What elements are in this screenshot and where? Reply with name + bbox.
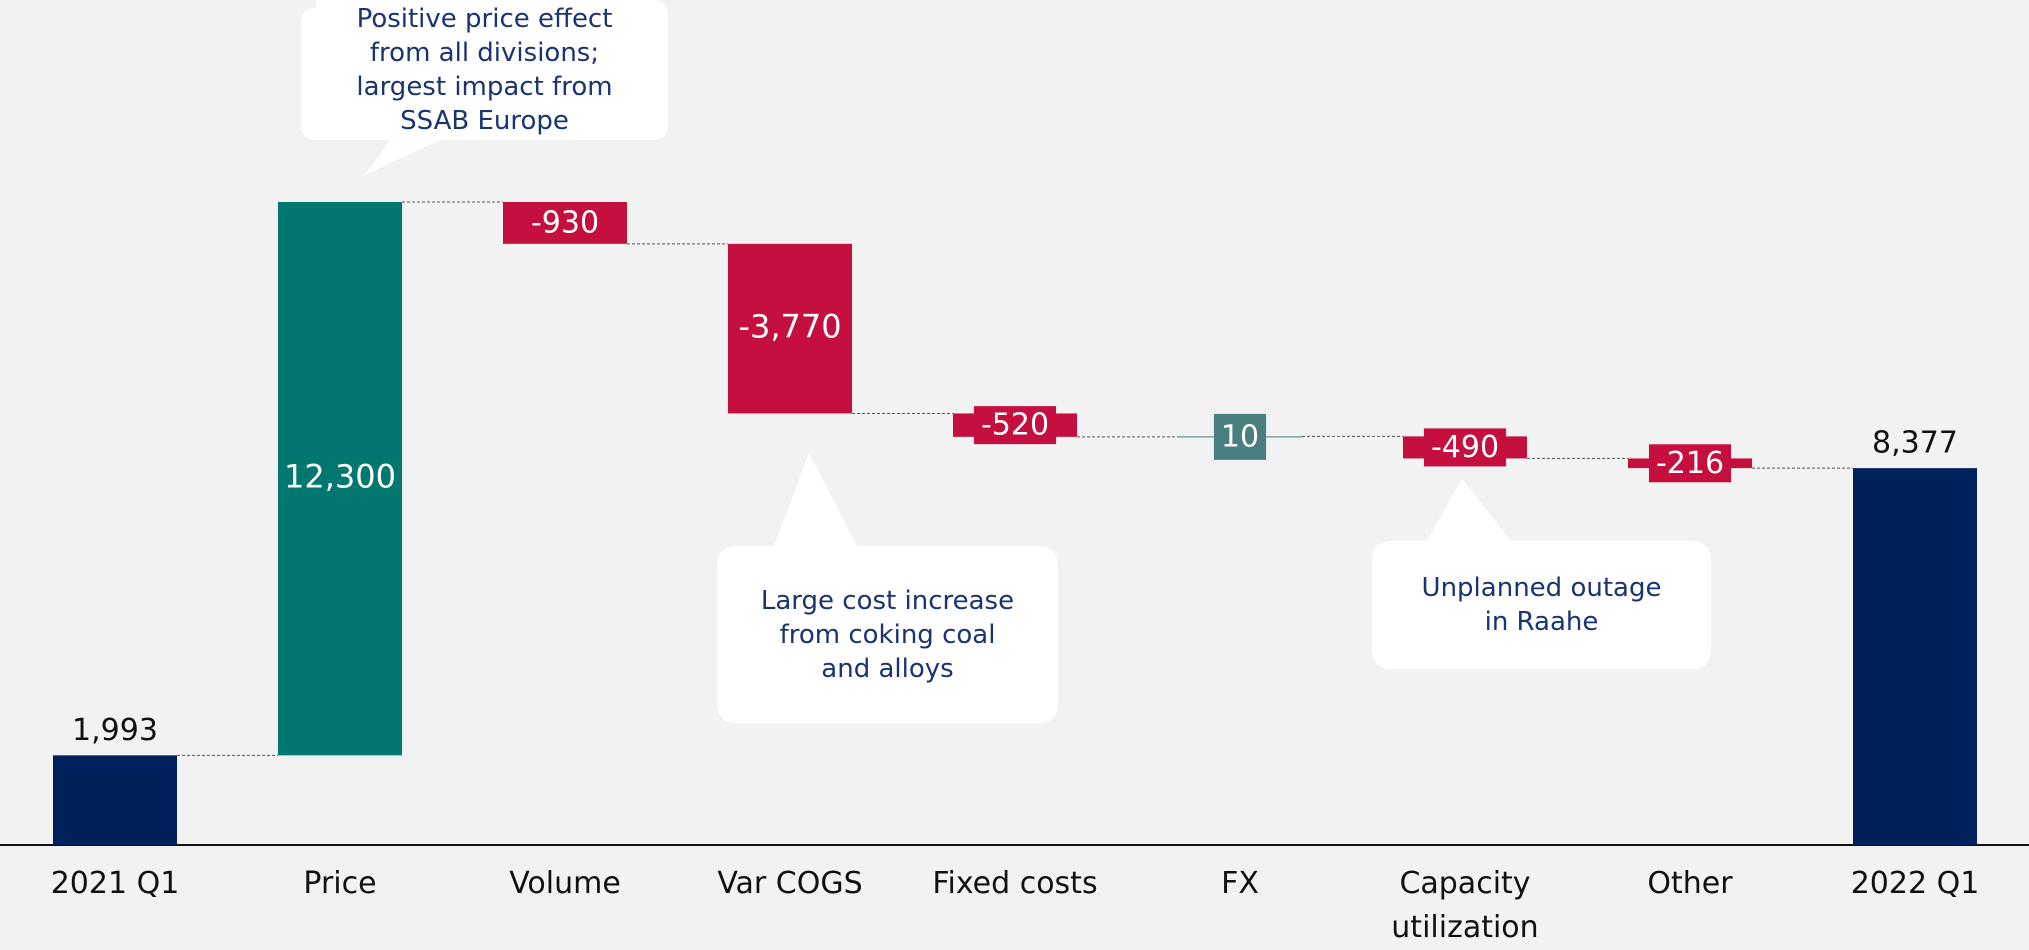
bar (53, 755, 177, 845)
annotation: Large cost increase from coking coal and a… (717, 546, 1058, 723)
annotation-line: SSAB Europe (400, 106, 569, 136)
annotation-line: from all divisions; (369, 38, 600, 68)
value-label: 12,300 (284, 458, 396, 496)
annotation-line: Positive price effect (356, 4, 613, 34)
annotation-line: Large cost increase (760, 585, 1015, 616)
x-tick-label: Fixed costs (932, 866, 1098, 901)
bar (1853, 468, 1977, 845)
annotation-line: largest impact from (356, 72, 613, 102)
label-box (1213, 413, 1267, 460)
x-tick-label: Capacity utilization (1391, 866, 1539, 945)
value-label: -520 (981, 408, 1049, 443)
label-box (1648, 444, 1732, 483)
label-box (523, 203, 607, 242)
x-tick-label: Other (1647, 866, 1733, 901)
value-label: 8,377 (1872, 426, 1958, 461)
annotation: Unplanned outage in Raahe (1372, 541, 1711, 669)
annotation-line: in Raahe (1484, 607, 1599, 637)
x-tick-label: 2022 Q1 (1850, 866, 1980, 901)
callout-shape (717, 453, 1058, 723)
value-label: -930 (531, 205, 599, 240)
annotation-line: Unplanned outage (1421, 573, 1662, 603)
x-tick-label: Var COGS (717, 866, 863, 901)
label-box (1423, 428, 1507, 467)
bar (728, 243, 852, 414)
x-tick-label: FX (1221, 866, 1259, 901)
label-box (973, 406, 1057, 445)
value-label: 10 (1221, 419, 1259, 454)
annotation: Positive price effect from all divisions;… (301, 0, 668, 140)
value-label: -490 (1431, 430, 1499, 465)
annotation-line: from coking coal (779, 619, 996, 650)
annotation-line: and alloys (821, 653, 954, 684)
x-tick-label: 2021 Q1 (50, 866, 180, 901)
callout-shape (301, 0, 668, 175)
value-label: -216 (1656, 446, 1724, 481)
bar (278, 202, 402, 756)
value-label: -3,770 (738, 308, 841, 346)
x-tick-label: Price (303, 866, 377, 901)
value-label: 1,993 (72, 713, 158, 748)
callout-shape (1372, 479, 1711, 669)
x-tick-label: Volume (509, 866, 621, 901)
